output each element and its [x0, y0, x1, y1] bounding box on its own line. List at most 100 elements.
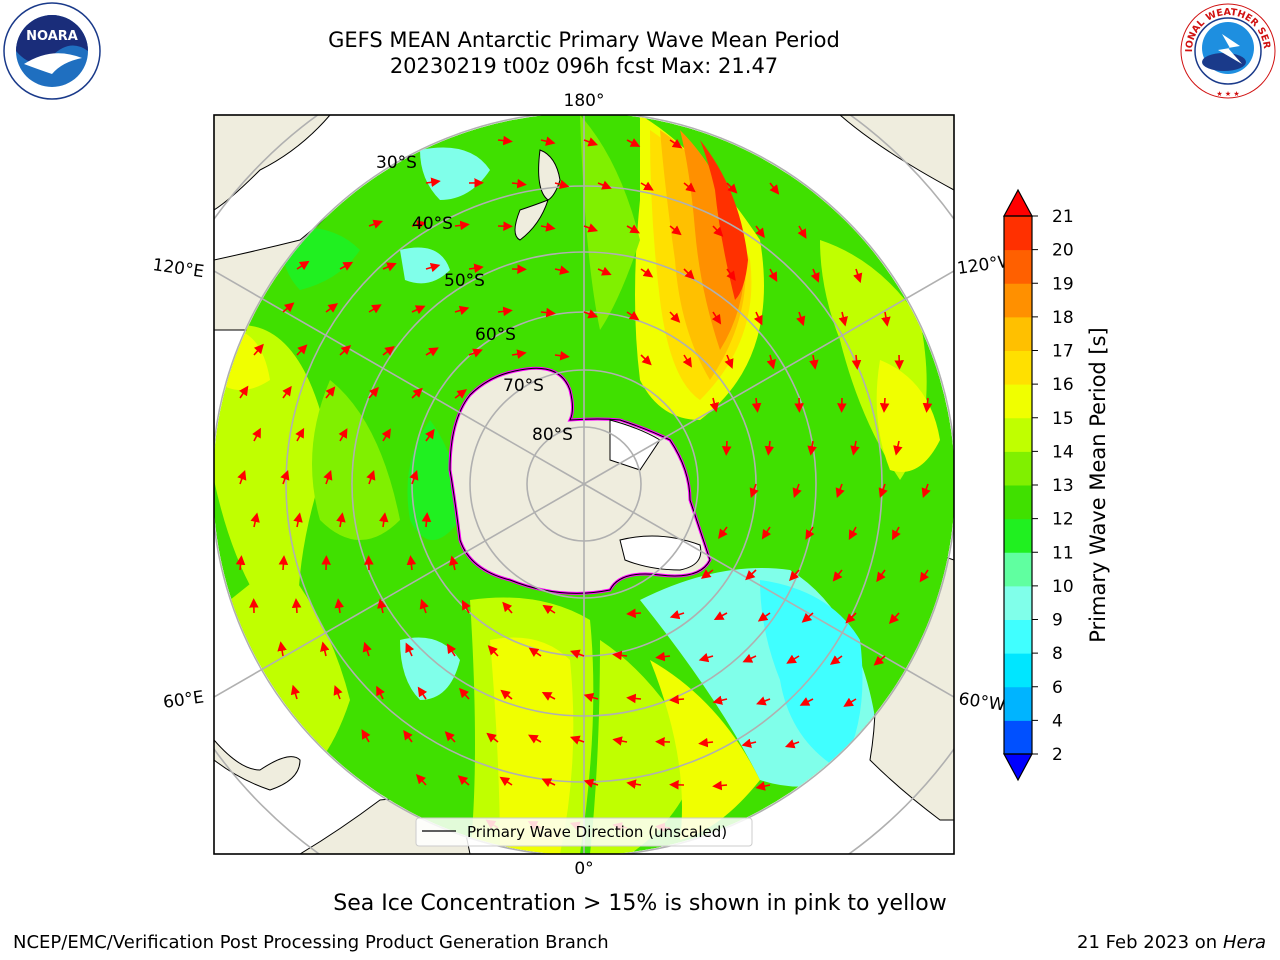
wave-direction-arrow — [336, 512, 346, 528]
wave-direction-arrow — [499, 776, 513, 787]
wave-direction-arrow — [554, 265, 570, 275]
wave-direction-arrow — [500, 689, 513, 700]
wave-direction-arrow — [296, 344, 308, 356]
wave-direction-arrow — [540, 307, 556, 318]
colorbar-band — [1004, 451, 1032, 486]
colorbar-band — [1004, 653, 1032, 688]
wave-direction-arrow — [745, 569, 757, 581]
wave-direction-arrow — [742, 653, 757, 663]
wave-direction-arrow — [597, 180, 612, 190]
date-stamp: 21 Feb 2023 on Hera — [1077, 932, 1266, 953]
wave-direction-arrow — [894, 354, 905, 370]
colorbar-tick-label: 18 — [1052, 308, 1074, 328]
wave-direction-arrow — [278, 555, 289, 571]
wave-direction-arrow — [784, 739, 800, 749]
wave-direction-arrow — [511, 349, 527, 359]
wave-direction-arrow — [755, 781, 771, 791]
wave-direction-arrow — [425, 347, 439, 357]
wave-direction-arrow — [425, 177, 441, 188]
colorbar-tick-label: 19 — [1052, 274, 1074, 294]
wave-direction-arrow — [280, 469, 290, 485]
wave-direction-arrow — [757, 612, 771, 622]
wave-direction-arrow — [919, 569, 929, 583]
wave-direction-arrow — [712, 780, 728, 791]
wave-direction-arrow — [761, 526, 772, 540]
wave-direction-arrow — [741, 738, 757, 748]
wave-direction-arrow — [554, 179, 570, 189]
wave-direction-arrow — [669, 311, 681, 323]
colorbar-tick-label: 11 — [1052, 543, 1074, 563]
wave-direction-arrow — [362, 641, 372, 657]
wave-direction-arrow — [853, 268, 863, 284]
wave-direction-arrow — [449, 555, 459, 571]
wave-direction-arrow — [718, 526, 728, 539]
wave-direction-arrow — [296, 260, 310, 271]
wave-direction-arrow — [253, 343, 264, 356]
wave-direction-arrow — [879, 397, 890, 413]
wave-direction-arrow — [366, 469, 376, 485]
wave-direction-arrow — [542, 604, 556, 615]
wave-direction-arrow — [669, 610, 685, 620]
colorbar: 2 4 6 8 9 10 11 12 13 14 15 16 17 18 19 20 21 Primary Wa… — [1002, 188, 1110, 782]
wave-direction-arrow — [468, 263, 484, 274]
wave-direction-arrow — [797, 225, 807, 239]
wave-direction-arrow — [403, 729, 413, 743]
wave-direction-arrow — [339, 261, 354, 271]
wave-direction-arrow — [640, 268, 654, 278]
wave-direction-arrow — [709, 397, 719, 413]
wave-direction-arrow — [698, 652, 714, 663]
wave-direction-arrow — [683, 268, 695, 280]
wave-direction-arrow — [540, 222, 556, 232]
sea-ice-caption: Sea Ice Concentration > 15% is shown in … — [333, 891, 947, 916]
wave-direction-arrow — [893, 440, 903, 456]
wave-direction-arrow — [415, 773, 427, 786]
colorbar-band — [1004, 249, 1032, 284]
lat-label-40s: 40°S — [412, 214, 453, 234]
wave-direction-arrow — [848, 526, 858, 541]
colorbar-tick-label: 2 — [1052, 745, 1063, 765]
colorbar-tick-label: 6 — [1052, 678, 1063, 698]
colorbar-tick-label: 13 — [1052, 476, 1074, 496]
colorbar-tick-label: 14 — [1052, 442, 1074, 462]
wave-direction-arrow — [237, 469, 247, 485]
date-text: 21 Feb 2023 on — [1077, 932, 1218, 953]
wave-direction-arrow — [796, 311, 806, 327]
wave-direction-arrow — [444, 731, 456, 743]
wave-direction-arrow — [411, 220, 427, 230]
wave-direction-arrow — [528, 734, 542, 744]
wave-direction-arrow — [724, 354, 734, 369]
wave-direction-arrow — [497, 306, 513, 317]
wave-direction-arrow — [881, 311, 891, 327]
wave-direction-arrow — [807, 440, 817, 456]
wave-direction-arrow — [669, 139, 683, 149]
wave-direction-arrow — [502, 601, 513, 614]
colorbar-tick-label: 10 — [1052, 577, 1074, 597]
wave-direction-arrow — [405, 642, 415, 657]
wave-direction-arrow — [640, 181, 654, 191]
wave-direction-arrow — [789, 569, 800, 582]
wave-direction-arrow — [876, 569, 886, 583]
wave-direction-arrow — [323, 469, 333, 485]
colorbar-tick-label: 17 — [1052, 342, 1074, 362]
wave-direction-arrow — [835, 483, 845, 499]
wave-direction-arrow — [528, 647, 542, 657]
wave-direction-arrow — [726, 268, 736, 282]
wave-direction-arrow — [540, 136, 556, 146]
wave-direction-arrow — [768, 268, 778, 283]
wave-direction-arrow — [459, 687, 470, 700]
wave-direction-arrow — [368, 304, 382, 314]
wave-direction-arrow — [792, 483, 802, 499]
wave-direction-arrow — [832, 569, 843, 582]
wave-direction-arrow — [851, 354, 862, 370]
wave-direction-arrow — [640, 354, 652, 366]
wave-direction-arrow — [339, 345, 352, 356]
lat-label-70s: 70°S — [503, 376, 544, 396]
chart-title: GEFS MEAN Antarctic Primary Wave Mean Pe… — [328, 28, 840, 52]
colorbar-band — [1004, 720, 1032, 755]
wave-direction-arrow — [446, 643, 457, 657]
legend-label: Primary Wave Direction (unscaled) — [467, 823, 727, 841]
wave-direction-arrow — [554, 350, 570, 361]
wave-direction-arrow — [293, 512, 303, 528]
wave-direction-arrow — [382, 262, 397, 272]
wave-direction-arrow — [325, 386, 336, 399]
